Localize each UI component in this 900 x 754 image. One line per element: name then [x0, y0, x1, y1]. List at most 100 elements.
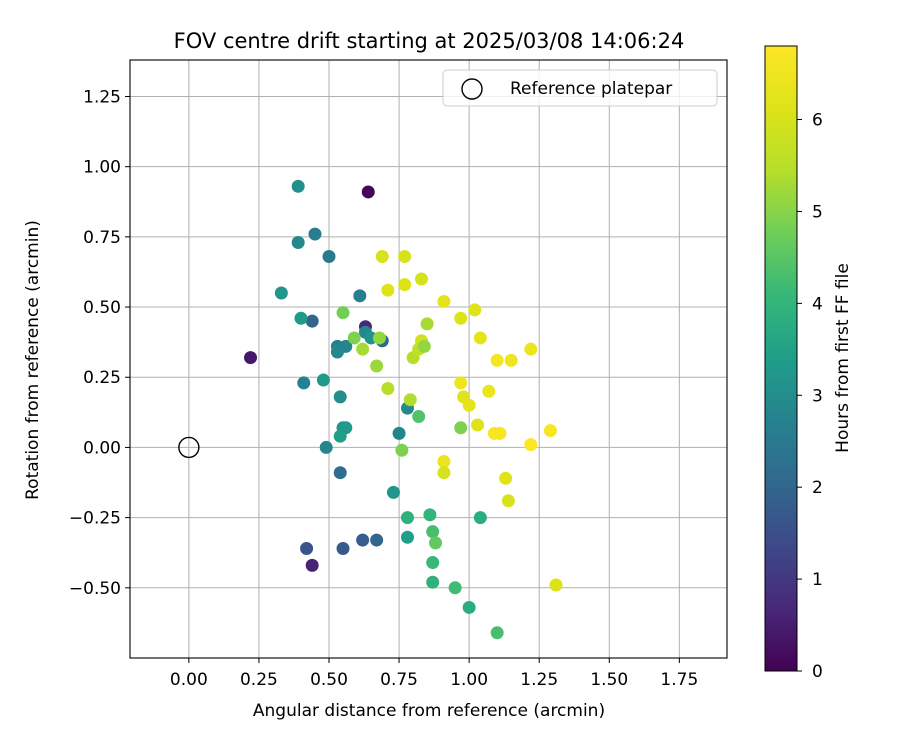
data-point — [462, 398, 476, 412]
reference-platepar-marker — [178, 436, 200, 459]
data-point — [412, 410, 426, 424]
colorbar-tick-label: 3 — [812, 386, 823, 406]
data-point — [319, 440, 333, 454]
data-point — [339, 339, 353, 353]
x-tick-label: 1.00 — [450, 670, 488, 690]
data-point — [336, 542, 350, 556]
data-point — [300, 542, 314, 556]
y-tick-label: 0.00 — [83, 438, 121, 458]
data-point — [414, 272, 428, 286]
data-point — [381, 381, 395, 395]
data-point — [361, 185, 375, 199]
data-point — [471, 418, 485, 432]
data-point — [381, 283, 395, 297]
data-point — [370, 359, 384, 373]
data-point — [490, 353, 504, 367]
x-tick-label: 0.25 — [240, 670, 278, 690]
data-point — [501, 494, 515, 508]
data-point — [316, 373, 330, 387]
data-point — [375, 250, 389, 264]
data-point — [473, 331, 487, 345]
data-point — [347, 331, 361, 345]
data-point — [437, 454, 451, 468]
x-axis-ticks: 0.00 0.25 0.50 0.75 1.00 1.25 1.50 1.75 — [170, 658, 698, 690]
data-point — [336, 306, 350, 320]
data-point — [333, 390, 347, 404]
legend-reference-marker-icon — [461, 78, 483, 100]
data-point — [504, 353, 518, 367]
data-point — [454, 421, 468, 435]
legend-entry-label: Reference platepar — [510, 79, 672, 99]
data-point — [333, 466, 347, 480]
data-point — [308, 227, 322, 241]
data-point — [493, 426, 507, 440]
x-axis-label: Angular distance from reference (arcmin) — [253, 701, 605, 721]
x-tick-label: 1.25 — [520, 670, 558, 690]
colorbar-tick-label: 6 — [812, 111, 823, 131]
data-point — [353, 289, 367, 303]
data-point — [244, 351, 258, 365]
data-point — [448, 581, 462, 595]
data-point — [437, 294, 451, 308]
data-point — [473, 511, 487, 525]
data-point — [429, 536, 443, 550]
data-point — [462, 600, 476, 614]
legend: Reference platepar — [442, 69, 718, 107]
data-point — [297, 376, 311, 390]
x-tick-label: 1.75 — [660, 670, 698, 690]
data-point — [426, 575, 440, 589]
plot-frame — [129, 59, 728, 659]
colorbar — [764, 45, 798, 672]
data-point — [305, 314, 319, 328]
x-tick-label: 1.50 — [590, 670, 628, 690]
data-point — [392, 426, 406, 440]
data-point — [370, 533, 384, 547]
y-tick-label: 1.00 — [83, 158, 121, 178]
data-point — [426, 556, 440, 570]
data-point — [322, 250, 336, 264]
y-axis-ticks: −0.50 −0.25 0.00 0.25 0.50 0.75 1.00 1.25 — [69, 87, 130, 599]
data-point — [386, 485, 400, 499]
data-point — [417, 339, 431, 353]
data-point — [398, 278, 412, 292]
data-point — [524, 438, 538, 452]
data-points — [244, 179, 563, 640]
data-point — [333, 429, 347, 443]
data-point — [426, 525, 440, 539]
data-point — [524, 342, 538, 356]
data-point — [420, 317, 434, 331]
data-point — [356, 533, 370, 547]
colorbar-ticks: 0 1 2 3 4 5 6 — [797, 111, 823, 682]
data-point — [291, 179, 305, 193]
data-point — [490, 626, 504, 640]
colorbar-tick-label: 5 — [812, 202, 823, 222]
colorbar-tick-label: 0 — [812, 662, 823, 682]
reference-marker-group — [178, 436, 200, 459]
colorbar-tick-label: 2 — [812, 478, 823, 498]
colorbar-tick-label: 1 — [812, 570, 823, 590]
data-point — [305, 558, 319, 572]
data-point — [294, 311, 308, 325]
data-point — [372, 331, 386, 345]
x-tick-label: 0.00 — [170, 670, 208, 690]
data-point — [499, 471, 513, 485]
data-point — [398, 250, 412, 264]
chart-title: FOV centre drift starting at 2025/03/08 … — [174, 29, 685, 53]
x-tick-label: 0.50 — [310, 670, 348, 690]
data-point — [274, 286, 288, 300]
colorbar-tick-label: 4 — [812, 294, 823, 314]
y-tick-label: −0.50 — [69, 579, 121, 599]
y-tick-label: −0.25 — [69, 509, 121, 529]
y-tick-label: 0.75 — [83, 228, 121, 248]
data-point — [454, 376, 468, 390]
data-point — [400, 511, 414, 525]
data-point — [400, 530, 414, 544]
y-tick-label: 0.50 — [83, 298, 121, 318]
x-tick-label: 0.75 — [380, 670, 418, 690]
y-tick-label: 1.25 — [83, 87, 121, 107]
data-point — [437, 466, 451, 480]
colorbar-label: Hours from first FF file — [833, 263, 853, 453]
